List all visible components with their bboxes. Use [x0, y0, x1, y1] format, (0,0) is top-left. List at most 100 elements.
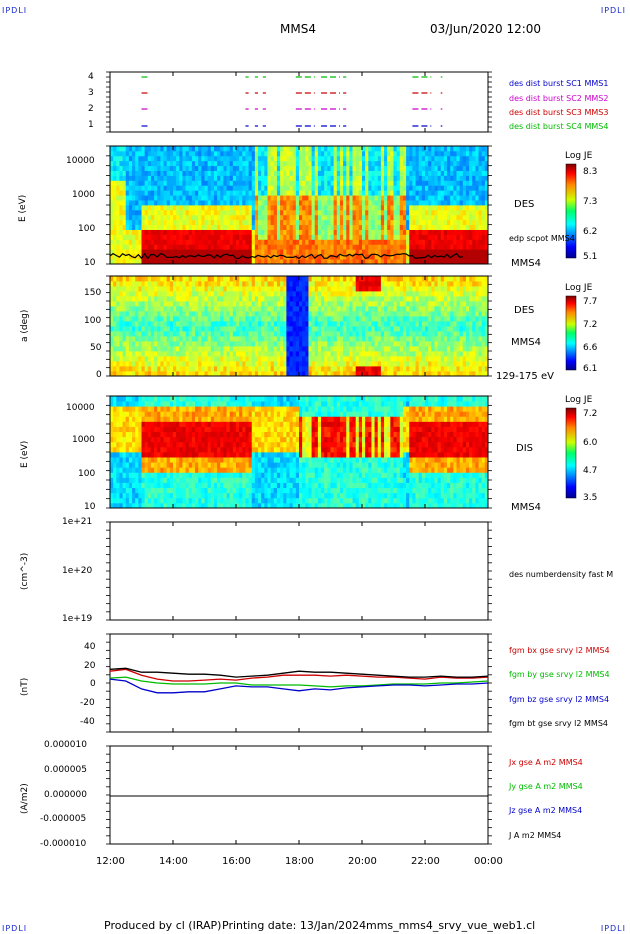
spectrogram-cell	[339, 346, 344, 352]
spectrogram-cell	[210, 160, 215, 167]
spectrogram-cell	[125, 341, 130, 347]
spectrogram-cell	[308, 356, 312, 362]
spectrogram-cell	[248, 341, 253, 347]
spectrogram-cell	[484, 219, 489, 226]
spectrogram-cell	[475, 165, 479, 171]
spectrogram-cell	[223, 214, 227, 221]
spectrogram-cell	[185, 170, 190, 176]
spectrogram-cell	[421, 209, 426, 216]
spectrogram-cell	[201, 311, 205, 317]
spectrogram-cell	[374, 180, 379, 186]
spectrogram-cell	[327, 301, 331, 307]
spectrogram-cell	[191, 306, 196, 312]
spectrogram-cell	[128, 316, 133, 322]
spectrogram-cell	[191, 249, 196, 255]
spectrogram-cell	[239, 150, 243, 157]
spectrogram-cell	[179, 244, 183, 250]
spectrogram-cell	[179, 219, 183, 226]
spectrogram-cell	[258, 301, 262, 307]
spectrogram-cell	[220, 336, 224, 342]
spectrogram-cell	[122, 146, 127, 152]
spectrogram-cell	[217, 229, 221, 235]
spectrogram-cell	[261, 366, 265, 372]
spectrogram-cell	[147, 219, 152, 226]
spectrogram-cell	[154, 276, 158, 282]
spectrogram-cell	[402, 165, 407, 171]
spectrogram-cell	[195, 170, 199, 176]
spectrogram-cell	[160, 209, 164, 216]
spectrogram-cell	[390, 150, 394, 157]
spectrogram-cell	[481, 146, 486, 152]
spectrogram-cell	[393, 361, 398, 367]
spectrogram-cell	[384, 165, 388, 171]
spectrogram-cell	[327, 200, 331, 206]
spectrogram-cell	[286, 361, 290, 367]
spectrogram-cell	[173, 331, 177, 337]
spectrogram-cell	[415, 371, 420, 377]
spectrogram-cell	[305, 276, 309, 282]
spectrogram-cell	[327, 316, 331, 322]
spectrogram-cell	[380, 281, 385, 287]
spectrogram-cell	[122, 180, 127, 186]
spectrogram-cell	[182, 346, 186, 352]
spectrogram-cell	[254, 356, 259, 362]
spectrogram-cell	[393, 336, 398, 342]
spectrogram-cell	[292, 311, 297, 317]
spectrogram-cell	[264, 316, 268, 322]
spectrogram-cell	[242, 316, 246, 322]
spectrogram-cell	[204, 316, 209, 322]
spectrogram-cell	[270, 281, 275, 287]
spectrogram-cell	[204, 281, 209, 287]
spectrogram-cell	[179, 229, 183, 235]
spectrogram-cell	[150, 296, 155, 302]
spectrogram-cell	[289, 170, 294, 176]
spectrogram-cell	[132, 155, 136, 162]
spectrogram-cell	[147, 239, 152, 245]
spectrogram-cell	[176, 146, 180, 152]
spectrogram-cell	[321, 229, 325, 235]
spectrogram-cell	[362, 356, 366, 362]
spectrogram-cell	[198, 205, 202, 211]
spectrogram-cell	[295, 160, 300, 167]
spectrogram-cell	[406, 200, 410, 206]
spectrogram-cell	[185, 165, 190, 171]
spectrogram-cell	[317, 316, 322, 322]
spectrogram-cell	[418, 356, 423, 362]
spectrogram-cell	[324, 296, 328, 302]
spectrogram-cell	[210, 195, 215, 201]
spectrogram-cell	[239, 361, 243, 367]
spectrogram-cell	[128, 146, 133, 152]
spectrogram-cell	[182, 165, 186, 171]
spectrogram-cell	[377, 301, 382, 307]
spectrogram-cell	[166, 286, 171, 292]
spectrogram-cell	[450, 195, 454, 201]
spectrogram-cell	[150, 160, 155, 167]
spectrogram-cell	[349, 361, 353, 367]
spectrogram-cell	[321, 249, 325, 255]
spectrogram-cell	[459, 170, 464, 176]
spectrogram-cell	[132, 341, 136, 347]
spectrogram-cell	[462, 249, 467, 255]
spectrogram-cell	[418, 190, 423, 196]
spectrogram-cell	[173, 160, 177, 167]
spectrogram-cell	[251, 371, 256, 377]
spectrogram-cell	[349, 170, 353, 176]
spectrogram-cell	[273, 331, 278, 337]
spectrogram-cell	[128, 311, 133, 317]
spectrogram-cell	[409, 341, 413, 347]
spectrogram-cell	[125, 229, 130, 235]
spectrogram-cell	[311, 291, 316, 297]
spectrogram-cell	[128, 150, 133, 157]
spectrogram-cell	[289, 291, 294, 297]
spectrogram-cell	[465, 160, 470, 167]
spectrogram-cell	[201, 366, 205, 372]
spectrogram-cell	[232, 219, 237, 226]
spectrogram-cell	[374, 341, 379, 347]
spectrogram-cell	[393, 371, 398, 377]
spectrogram-cell	[440, 244, 445, 250]
spectrogram-cell	[377, 155, 382, 162]
spectrogram-cell	[232, 291, 237, 297]
spectrogram-cell	[443, 239, 448, 245]
spectrogram-cell	[305, 301, 309, 307]
spectrogram-cell	[138, 301, 142, 307]
